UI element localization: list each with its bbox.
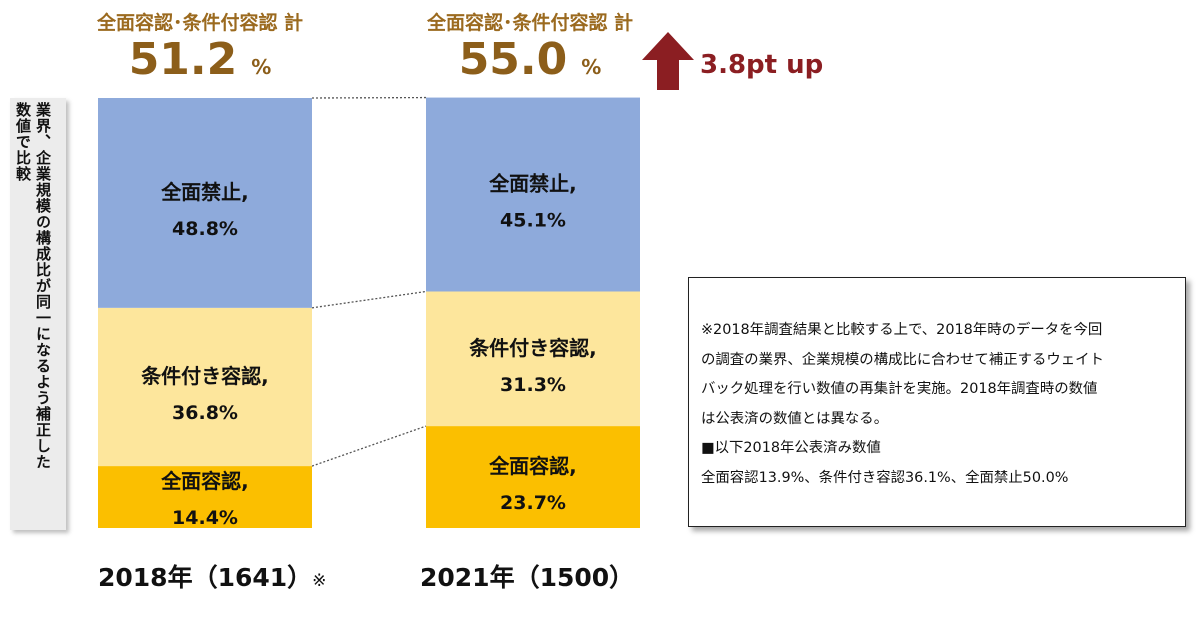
- segment-name-label-全面容認-1: 全面容認,: [488, 454, 577, 478]
- connector-line-0: [311, 425, 427, 467]
- segment-value-label-全面禁止-1: 45.1%: [500, 210, 566, 232]
- caption-2018: 全面容認･条件付容認 計 51.2%: [90, 8, 310, 90]
- bar-segment-条件付き容認-1: [426, 291, 640, 427]
- year-2018-text: 2018年（1641）: [98, 563, 313, 592]
- caption-2021: 全面容認･条件付容認 計 55.0%: [410, 8, 650, 90]
- bar-segment-条件付き容認-0: [98, 307, 312, 467]
- segment-value-label-全面容認-1: 23.7%: [500, 492, 566, 514]
- note-line-4: は公表済の数値とは異なる。: [701, 410, 889, 427]
- caption-2021-label: 全面容認･条件付容認 計: [426, 12, 634, 34]
- caption-2018-label: 全面容認･条件付容認 計: [96, 12, 304, 34]
- caption-2021-percent: 55.0%: [410, 37, 650, 90]
- caption-2018-percent: 51.2%: [90, 37, 310, 90]
- segment-name-label-全面容認-0: 全面容認,: [160, 469, 249, 493]
- year-label-2021: 2021年（1500）: [420, 558, 634, 594]
- caption-2018-value: 51.2: [128, 34, 238, 85]
- note-box: ※2018年調査結果と比較する上で、2018年時のデータを今回 の調査の業界、企…: [688, 277, 1186, 527]
- bar-segment-全面容認-1: [426, 426, 640, 528]
- year-label-2018: 2018年（1641）※: [98, 558, 326, 594]
- segment-value-label-条件付き容認-0: 36.8%: [172, 402, 238, 424]
- note-line-5: ■以下2018年公表済み数値: [701, 440, 881, 456]
- segment-name-label-条件付き容認-1: 条件付き容認,: [469, 336, 597, 360]
- segment-name-label-全面禁止-0: 全面禁止,: [160, 180, 249, 204]
- bar-segment-全面禁止-0: [98, 98, 312, 308]
- note-line-3: バック処理を行い数値の再集計を実施。2018年調査時の数値: [701, 381, 1098, 397]
- side-label-box: 業界、企業規模の構成比が同一になるよう補正した 数値で比較: [10, 98, 66, 530]
- year-2021-text: 2021年（1500）: [420, 563, 635, 592]
- segment-value-label-条件付き容認-1: 31.3%: [500, 374, 566, 396]
- caption-2018-unit: %: [251, 55, 272, 79]
- segment-name-label-条件付き容認-0: 条件付き容認,: [141, 364, 269, 388]
- side-label-line1: 業界、企業規模の構成比が同一になるよう補正した: [34, 102, 52, 470]
- note-line-6: 全面容認13.9%、条件付き容認36.1%、全面禁止50.0%: [701, 469, 1069, 486]
- caption-2021-value: 55.0: [458, 34, 568, 85]
- caption-2021-unit: %: [581, 55, 602, 79]
- segment-value-label-全面容認-0: 14.4%: [172, 507, 238, 529]
- change-text: 3.8pt up: [700, 50, 824, 80]
- note-line-1: ※2018年調査結果と比較する上で、2018年時のデータを今回: [701, 322, 1103, 338]
- year-2018-note-mark: ※: [312, 571, 327, 591]
- up-arrow-icon: [642, 32, 694, 90]
- segment-value-label-全面禁止-0: 48.8%: [172, 218, 238, 240]
- note-line-2: の調査の業界、企業規模の構成比に合わせて補正するウェイト: [701, 351, 1104, 368]
- segment-name-label-全面禁止-1: 全面禁止,: [488, 172, 577, 196]
- side-label-line2: 数値で比較: [14, 102, 32, 182]
- bar-segment-全面禁止-1: [426, 97, 640, 292]
- bar-segment-全面容認-0: [98, 466, 312, 528]
- connector-line-1: [311, 290, 427, 309]
